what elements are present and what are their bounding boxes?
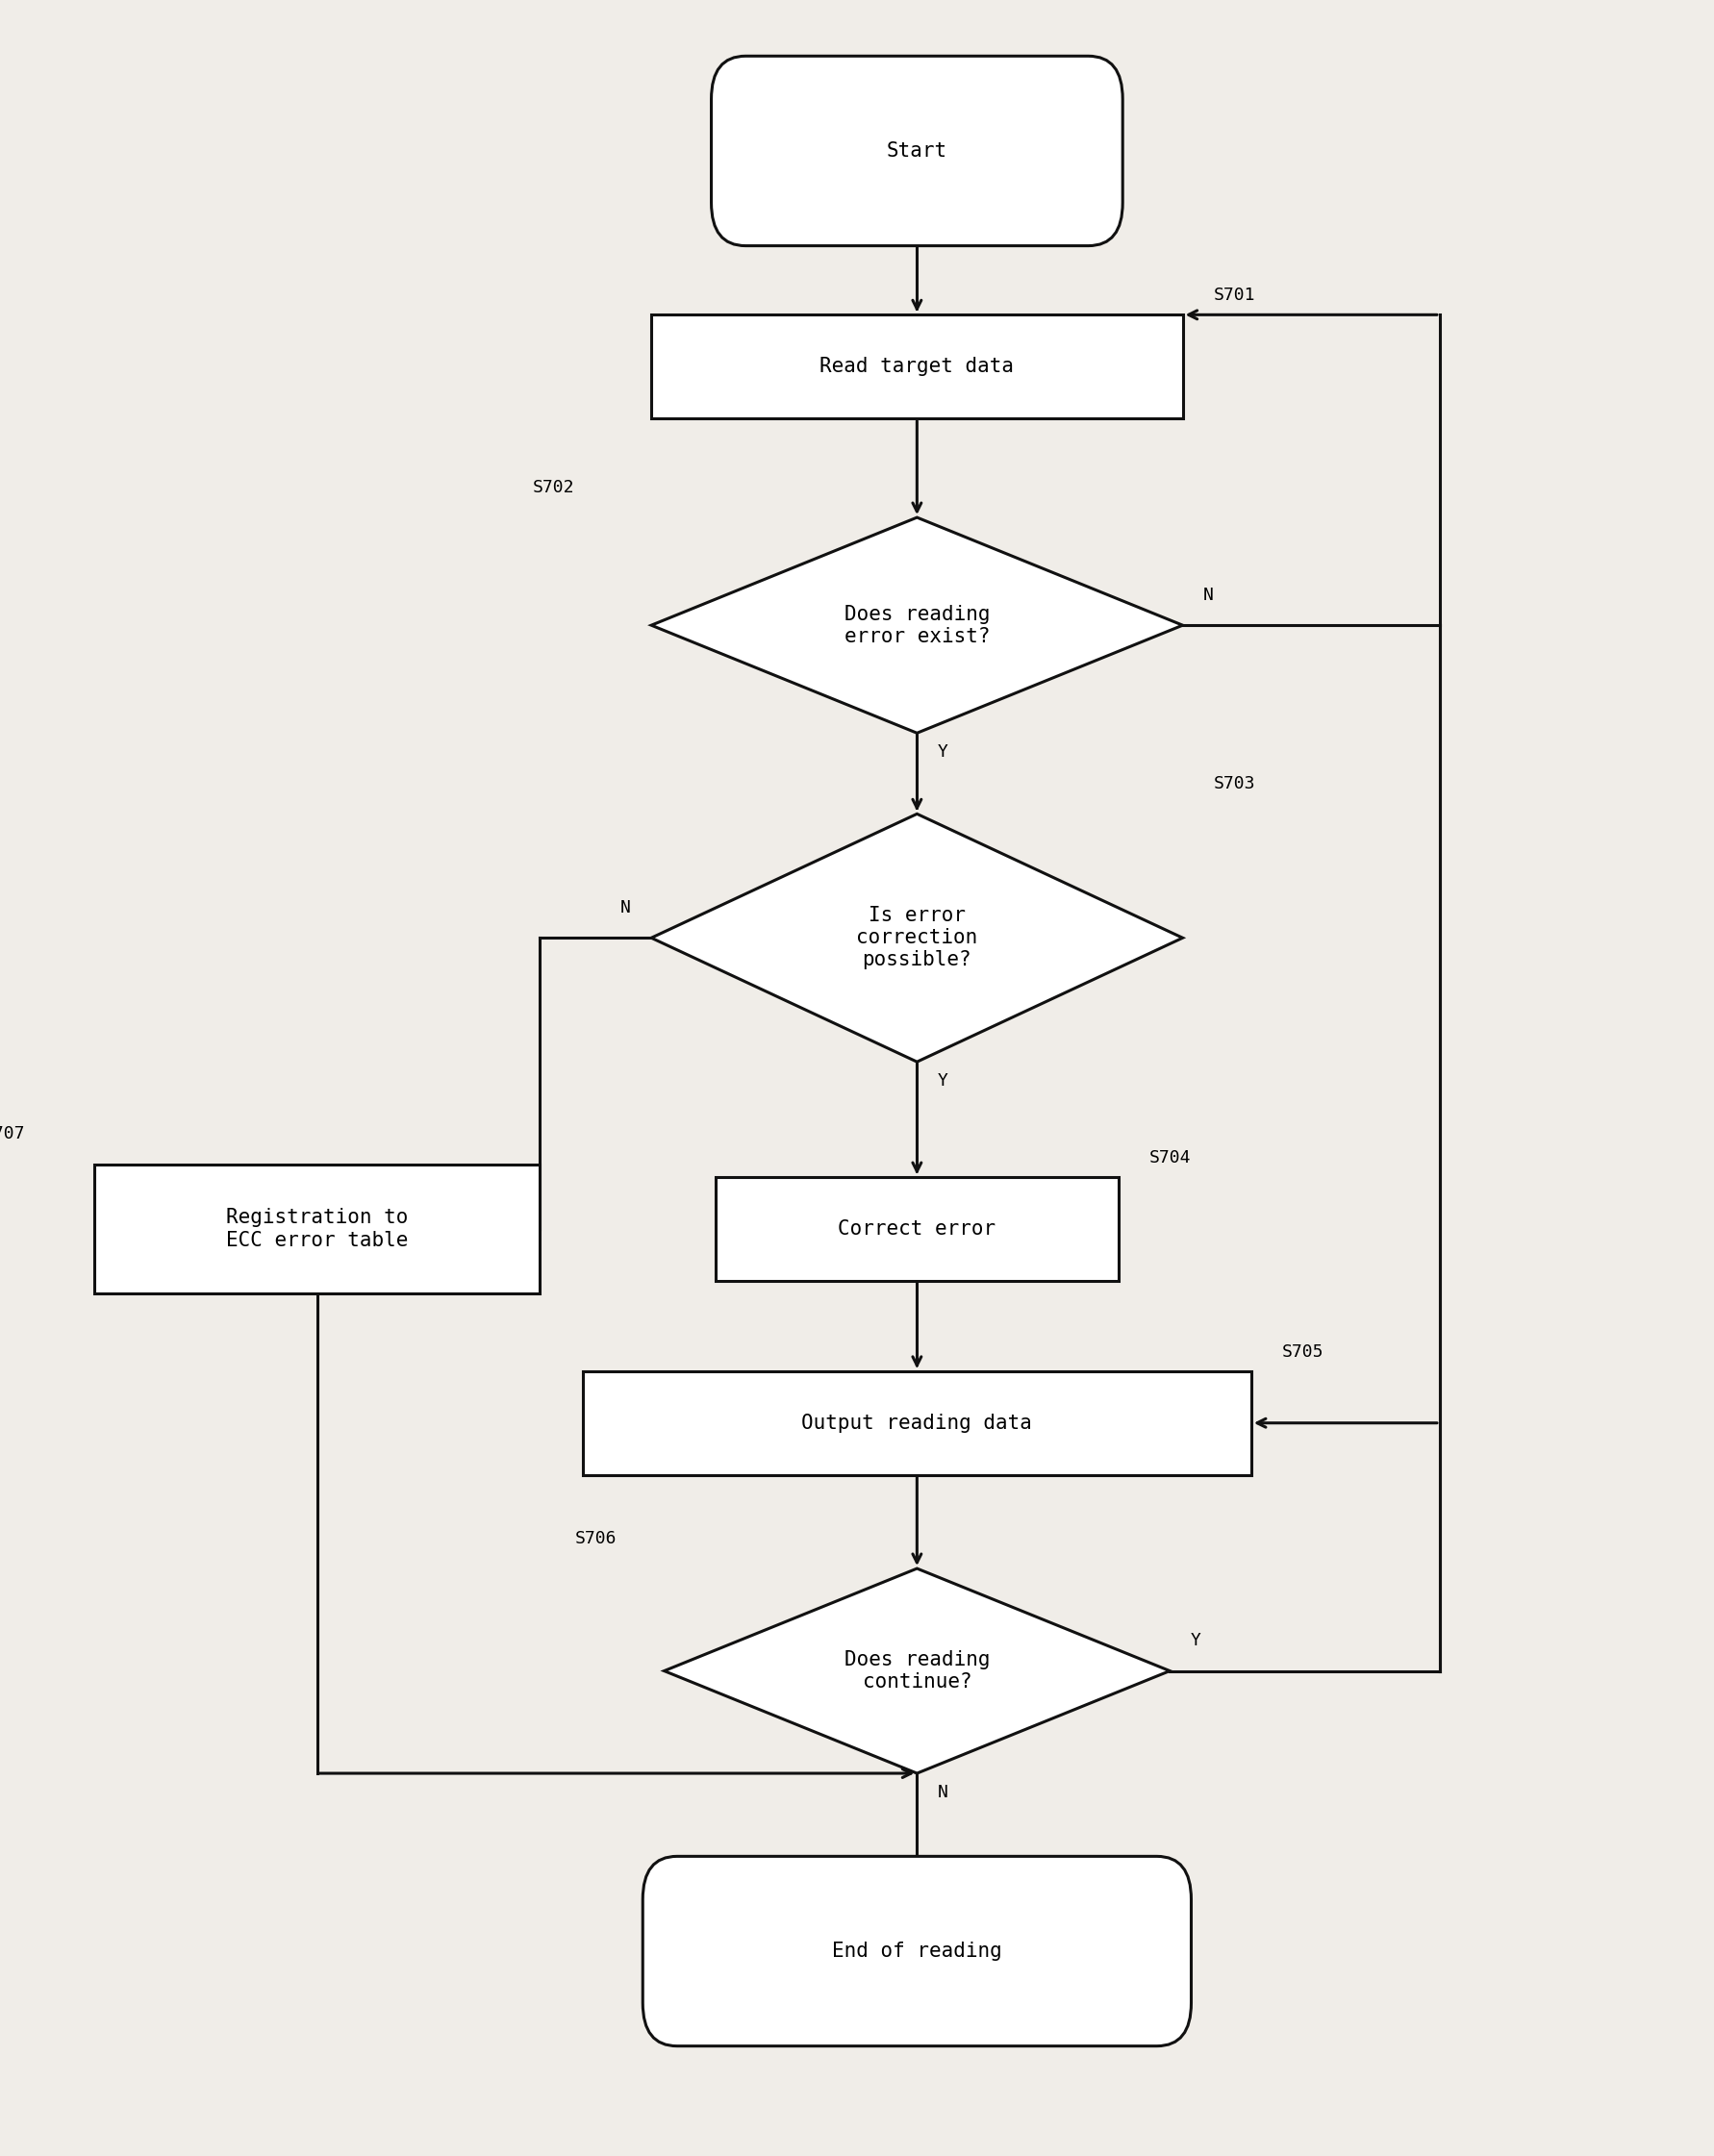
Text: Registration to
ECC error table: Registration to ECC error table xyxy=(226,1207,408,1250)
Text: Does reading
continue?: Does reading continue? xyxy=(843,1649,991,1692)
Text: N: N xyxy=(938,1785,948,1802)
FancyBboxPatch shape xyxy=(643,1856,1191,2046)
Text: N: N xyxy=(1203,586,1214,604)
Text: S703: S703 xyxy=(1214,774,1255,793)
Bar xyxy=(94,1164,540,1294)
Text: S707: S707 xyxy=(0,1125,26,1143)
Text: S701: S701 xyxy=(1214,287,1255,304)
Text: Output reading data: Output reading data xyxy=(802,1414,1032,1432)
Text: S705: S705 xyxy=(1282,1343,1323,1360)
Text: Does reading
error exist?: Does reading error exist? xyxy=(843,604,991,647)
Text: N: N xyxy=(620,899,631,916)
Text: S704: S704 xyxy=(1150,1149,1191,1166)
Text: S702: S702 xyxy=(533,479,574,496)
Bar xyxy=(651,315,1183,418)
Polygon shape xyxy=(651,813,1183,1063)
Polygon shape xyxy=(651,517,1183,733)
Text: Read target data: Read target data xyxy=(819,358,1015,375)
Text: Start: Start xyxy=(886,142,948,160)
Polygon shape xyxy=(665,1570,1169,1772)
Text: Is error
correction
possible?: Is error correction possible? xyxy=(857,906,977,970)
FancyBboxPatch shape xyxy=(711,56,1123,246)
Bar xyxy=(716,1177,1119,1281)
Text: Correct error: Correct error xyxy=(838,1220,996,1238)
Bar xyxy=(583,1371,1251,1475)
Text: End of reading: End of reading xyxy=(831,1943,1003,1960)
Text: S706: S706 xyxy=(576,1529,617,1548)
Text: Y: Y xyxy=(1190,1632,1202,1649)
Text: Y: Y xyxy=(938,744,948,761)
Text: Y: Y xyxy=(938,1074,948,1091)
